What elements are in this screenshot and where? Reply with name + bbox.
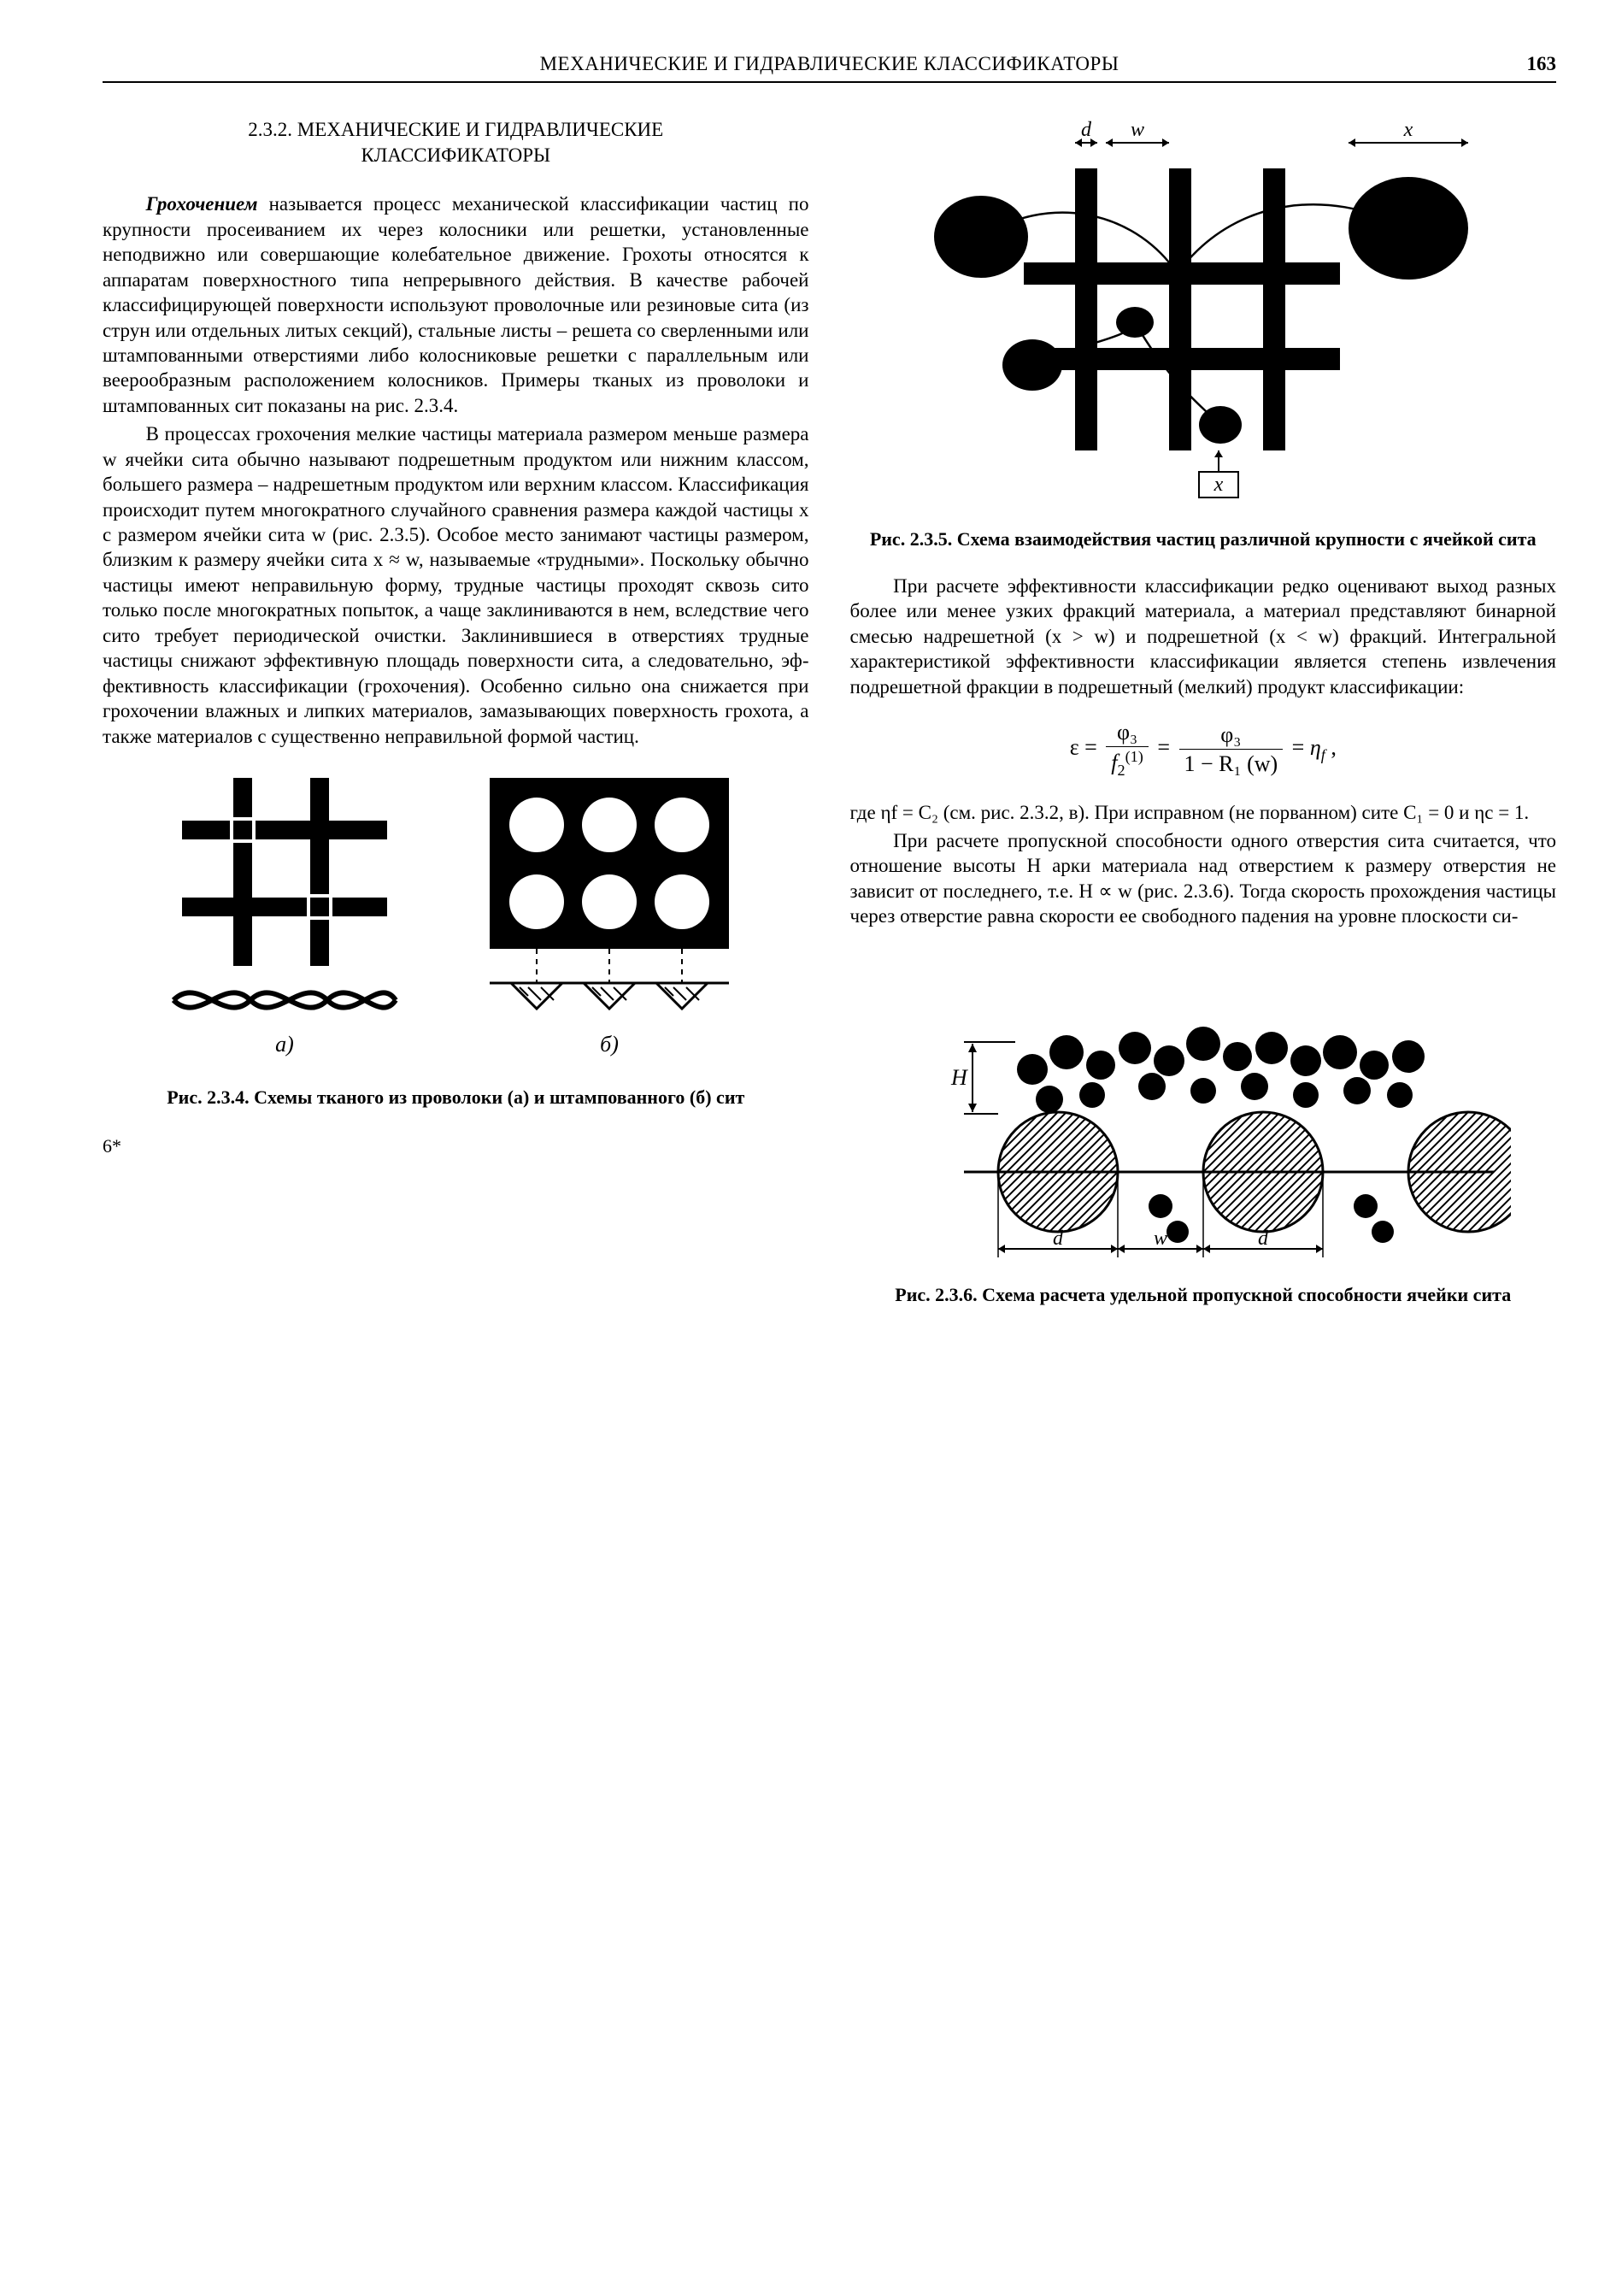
fig-2-3-4-svg: а) (148, 769, 763, 1077)
fig235-label-x-bottom: x (1213, 474, 1223, 496)
eq-num-1: φ₃ (1106, 718, 1149, 747)
eq-f-sub: 2 (1118, 762, 1125, 779)
fig234-label-a: а) (275, 1032, 294, 1057)
section-title: 2.3.2. МЕХАНИЧЕСКИЕ И ГИДРАВЛИЧЕСКИЕ КЛА… (103, 117, 809, 168)
figure-2-3-5: d w x x Рис. 2.3.5. Схем (850, 117, 1557, 551)
fig235-label-w: w (1131, 119, 1144, 141)
left-column: 2.3.2. МЕХАНИЧЕСКИЕ И ГИДРАВЛИЧЕСКИЕ КЛА… (103, 117, 809, 1306)
eq-num-2: φ₃ (1179, 721, 1284, 750)
section-title-line2: КЛАССИФИКАТОРЫ (361, 144, 550, 166)
eq-eps: ε (1070, 735, 1079, 760)
eq-den-1: f2(1) (1106, 747, 1149, 780)
p1-lead-term: Грохочением (146, 193, 258, 215)
fig235-label-d: d (1081, 119, 1092, 141)
eq-comma: , (1325, 735, 1337, 760)
page-header: МЕХАНИЧЕСКИЕ И ГИДРАВЛИЧЕСКИЕ КЛАССИФИКА… (103, 51, 1556, 83)
page-number: 163 (1488, 51, 1556, 76)
paragraph-2: В процессах грохочения мелкие частицы ма… (103, 421, 809, 749)
equation-epsilon: ε = φ₃ f2(1) = φ₃ 1 − R₁ (w) = ηf , (850, 718, 1557, 780)
fig-2-3-4-caption: Рис. 2.3.4. Схемы тканого из проволоки (… (103, 1086, 809, 1110)
fig-2-3-5-caption: Рис. 2.3.5. Схема взаимодействия частиц … (850, 527, 1557, 551)
p1-body: называется процесс меха­нической классиф… (103, 193, 809, 416)
fig236-label-d2: d (1258, 1227, 1269, 1250)
eq-f-sup: (1) (1125, 748, 1143, 765)
right-column: d w x x Рис. 2.3.5. Схем (850, 117, 1557, 1306)
section-number: 2.3.2. (248, 119, 292, 140)
eq-f: f (1111, 751, 1117, 775)
eq-frac-2: φ₃ 1 − R₁ (w) (1179, 721, 1284, 779)
running-head: МЕХАНИЧЕСКИЕ И ГИДРАВЛИЧЕСКИЕ КЛАССИФИКА… (171, 51, 1488, 76)
eq-den-2: 1 − R₁ (w) (1179, 750, 1284, 778)
paragraph-5: При расчете пропускной способности од­но… (850, 828, 1557, 929)
fig-2-3-5-svg: d w x x (896, 117, 1511, 519)
eq-frac-1: φ₃ f2(1) (1106, 718, 1149, 780)
paragraph-1: Грохочением называется процесс меха­ниче… (103, 191, 809, 418)
figure-2-3-4: а) (103, 769, 809, 1110)
two-column-layout: 2.3.2. МЕХАНИЧЕСКИЕ И ГИДРАВЛИЧЕСКИЕ КЛА… (103, 117, 1556, 1306)
fig-2-3-6-svg: H d w d (896, 950, 1511, 1275)
figure-2-3-6: H d w d (850, 950, 1557, 1307)
fig234-label-b: б) (600, 1032, 619, 1057)
fig236-label-w: w (1154, 1227, 1167, 1250)
paragraph-3: При расчете эффективности классифика­ции… (850, 574, 1557, 699)
section-title-line1: МЕХАНИЧЕСКИЕ И ГИДРАВЛИЧЕСКИЕ (297, 119, 663, 140)
fig236-label-H: H (950, 1065, 968, 1090)
fig235-label-x-top: x (1402, 119, 1413, 141)
fig-2-3-6-caption: Рис. 2.3.6. Схема расчета удельной пропу… (850, 1283, 1557, 1307)
paragraph-4: где ηf = C₂ (см. рис. 2.3.2, в). При исп… (850, 800, 1557, 825)
fig236-label-d1: d (1053, 1227, 1064, 1250)
sheet-signature: 6* (103, 1134, 809, 1158)
eq-eta-f: ηf (1310, 735, 1325, 760)
